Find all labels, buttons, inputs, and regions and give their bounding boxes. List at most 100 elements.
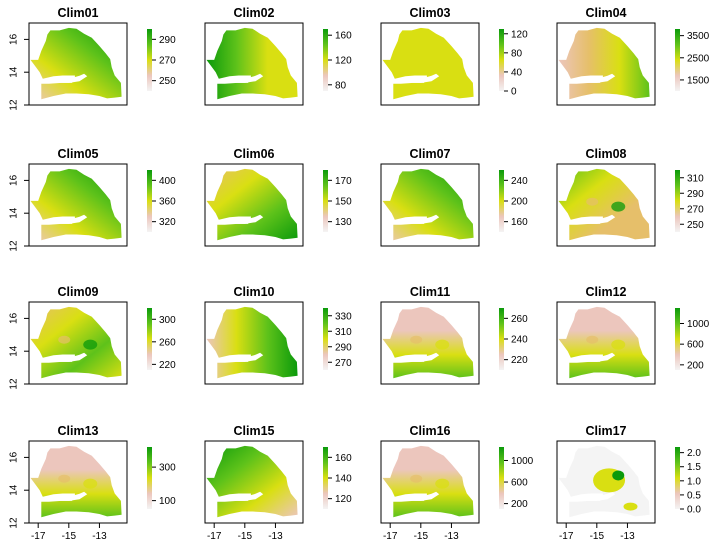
gambia-gap <box>569 73 616 83</box>
panel-frame <box>28 440 128 524</box>
panel-title: Clim09 <box>58 285 99 299</box>
legend-tick-label: 1000 <box>511 456 534 467</box>
value-patch <box>435 339 450 350</box>
legend-tick-label: 240 <box>511 335 528 346</box>
value-patch <box>83 339 98 350</box>
panel-frame <box>204 22 304 106</box>
panel-frame <box>380 301 480 385</box>
gambia-gap <box>569 352 616 362</box>
legend-tick-label: 1000 <box>687 319 710 330</box>
gambia-gap <box>393 214 440 224</box>
y-tick-label: 12 <box>9 517 20 529</box>
panel-clim02: Clim02 160 120 80 <box>204 6 352 106</box>
panel-frame <box>556 22 656 106</box>
value-patch <box>58 474 71 483</box>
panel-title: Clim07 <box>410 147 451 161</box>
legend-tick-label: 120 <box>511 29 528 40</box>
legend-tick-label: 120 <box>335 56 352 67</box>
country-map <box>382 445 474 518</box>
legend-tick-label: 1500 <box>687 75 710 86</box>
panel-title: Clim08 <box>586 147 627 161</box>
y-tick-label: 12 <box>9 240 20 252</box>
panel-title: Clim12 <box>586 285 627 299</box>
country-map <box>206 168 298 241</box>
legend-colorbar <box>147 308 152 370</box>
legend-tick-label: 1.5 <box>687 462 701 473</box>
legend-tick-label: 2500 <box>687 53 710 64</box>
legend-tick-label: 80 <box>511 48 523 59</box>
panel-title: Clim04 <box>586 6 627 20</box>
legend-colorbar <box>675 308 680 370</box>
legend-colorbar <box>323 308 328 370</box>
legend-colorbar <box>323 447 328 509</box>
panel-frame <box>380 163 480 247</box>
panel-clim06: Clim06 170 150 130 <box>204 147 352 247</box>
legend-tick-label: 0.5 <box>687 490 701 501</box>
x-tick-label: -15 <box>414 531 429 542</box>
panel-frame <box>204 301 304 385</box>
x-tick-label: -17 <box>31 531 46 542</box>
country-map <box>382 306 474 379</box>
legend-tick-label: 310 <box>335 327 352 338</box>
legend-tick-label: 140 <box>335 474 352 485</box>
panel-clim04: Clim04 3500 2500 1500 <box>556 6 710 106</box>
legend-tick-label: 250 <box>159 76 176 87</box>
panel-frame <box>556 301 656 385</box>
y-tick-label: 14 <box>9 66 20 78</box>
panel-frame <box>556 163 656 247</box>
x-tick-label: -13 <box>620 531 635 542</box>
legend-tick-label: 320 <box>159 217 176 228</box>
legend-tick-label: 200 <box>511 197 528 208</box>
panel-title: Clim17 <box>586 424 627 438</box>
panel-frame <box>556 440 656 524</box>
x-tick-label: -17 <box>383 531 398 542</box>
y-tick-label: 12 <box>9 99 20 111</box>
country-map <box>206 445 298 518</box>
legend-tick-label: 360 <box>159 197 176 208</box>
gambia-gap <box>569 214 616 224</box>
x-tick-label: -15 <box>238 531 253 542</box>
gambia-gap <box>41 491 88 501</box>
legend-tick-label: 3500 <box>687 31 710 42</box>
panel-title: Clim05 <box>58 147 99 161</box>
value-patch <box>586 335 599 344</box>
legend-colorbar <box>499 170 504 232</box>
legend-colorbar <box>675 447 680 509</box>
y-tick-label: 14 <box>9 345 20 357</box>
value-patch <box>611 201 626 212</box>
panel-clim01: Clim01 12 14 16 290 270 250 <box>9 6 176 111</box>
x-tick-label: -17 <box>559 531 574 542</box>
country-map <box>382 27 474 100</box>
legend-tick-label: 200 <box>511 499 528 510</box>
country-map <box>30 168 122 241</box>
panel-clim12: Clim12 1000 600 200 <box>556 285 710 385</box>
legend-tick-label: 250 <box>687 220 704 231</box>
value-patch <box>611 339 626 350</box>
x-tick-label: -13 <box>444 531 459 542</box>
legend-tick-label: 260 <box>159 337 176 348</box>
legend-tick-label: 130 <box>335 217 352 228</box>
panel-frame <box>380 22 480 106</box>
legend-colorbar <box>499 447 504 509</box>
category-region <box>623 502 638 511</box>
panel-clim03: Clim03 120 80 40 0 <box>380 6 528 106</box>
legend-colorbar <box>499 29 504 91</box>
legend-tick-label: 170 <box>335 176 352 187</box>
country-map <box>382 168 474 241</box>
legend-tick-label: 2.0 <box>687 448 701 459</box>
x-tick-label: -13 <box>268 531 283 542</box>
panel-clim09: Clim09 12 14 16 300 260 220 <box>9 285 176 390</box>
legend-colorbar <box>147 29 152 91</box>
gambia-gap <box>393 491 440 501</box>
panel-title: Clim01 <box>58 6 99 20</box>
y-tick-label: 14 <box>9 207 20 219</box>
legend-tick-label: 600 <box>511 478 528 489</box>
panel-clim08: Clim08 310 290 270 250 <box>556 147 704 247</box>
value-patch <box>410 474 423 483</box>
country-map <box>30 306 122 379</box>
legend-colorbar <box>323 170 328 232</box>
legend-tick-label: 400 <box>159 176 176 187</box>
panel-clim16: Clim16 -17 -15 -13 1000 600 200 <box>380 424 534 542</box>
legend-tick-label: 290 <box>335 342 352 353</box>
